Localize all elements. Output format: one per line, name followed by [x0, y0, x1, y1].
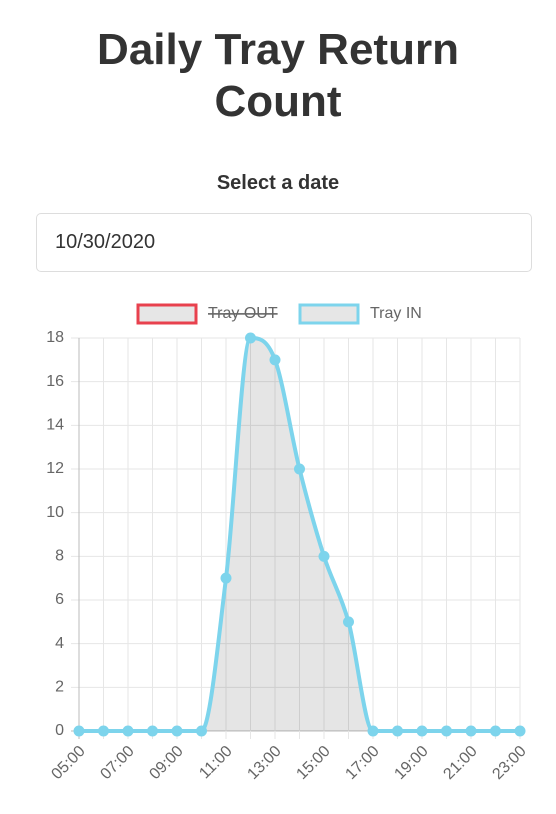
point — [465, 725, 477, 737]
date-label: Select a date — [216, 172, 340, 194]
point — [98, 725, 109, 737]
y-tick-label: 12 — [46, 460, 64, 477]
point — [269, 354, 281, 366]
x-tick-label: 13:00 — [244, 743, 284, 783]
y-tick-label: 18 — [46, 329, 64, 346]
y-tick-label: 4 — [55, 635, 64, 652]
y-tick-label: 2 — [55, 679, 64, 696]
point — [416, 725, 428, 737]
point — [343, 616, 354, 628]
y-tick-label: 16 — [46, 373, 64, 390]
y-tick-label: 10 — [46, 504, 64, 521]
point — [220, 572, 232, 584]
point — [196, 725, 207, 737]
y-tick-label: 14 — [46, 417, 64, 434]
point — [318, 550, 330, 562]
area-fill — [79, 338, 520, 731]
point — [441, 725, 452, 737]
x-tick-label: 21:00 — [440, 743, 480, 783]
x-tick-label: 11:00 — [196, 743, 236, 783]
point — [514, 725, 526, 737]
y-tick-label: 0 — [55, 722, 64, 739]
point — [171, 725, 183, 737]
point — [367, 725, 379, 737]
date-input[interactable]: 10/30/2020 — [36, 213, 532, 272]
x-tick-label: 05:00 — [48, 743, 88, 783]
x-tick-label: 15:00 — [293, 743, 333, 783]
x-tick-label: 19:00 — [391, 743, 431, 783]
y-tick-label: 8 — [55, 548, 64, 565]
x-tick-label: 09:00 — [146, 743, 186, 783]
legend-swatch — [136, 303, 198, 325]
x-tick-label: 23:00 — [489, 743, 529, 783]
point — [73, 725, 85, 737]
point — [392, 725, 403, 737]
x-tick-label: 17:00 — [342, 743, 382, 783]
legend-label: Tray IN — [370, 305, 422, 322]
point — [294, 463, 305, 475]
series-line — [78, 335, 520, 734]
x-tick-label: 07:00 — [97, 743, 137, 783]
point — [122, 725, 134, 737]
page-title: Daily Tray Return Count — [97, 25, 459, 126]
point — [490, 725, 501, 737]
legend-label: Tray OUT — [208, 305, 278, 322]
point — [147, 725, 158, 737]
legend-swatch — [298, 303, 360, 325]
y-tick-label: 6 — [55, 591, 64, 608]
point — [245, 332, 256, 344]
